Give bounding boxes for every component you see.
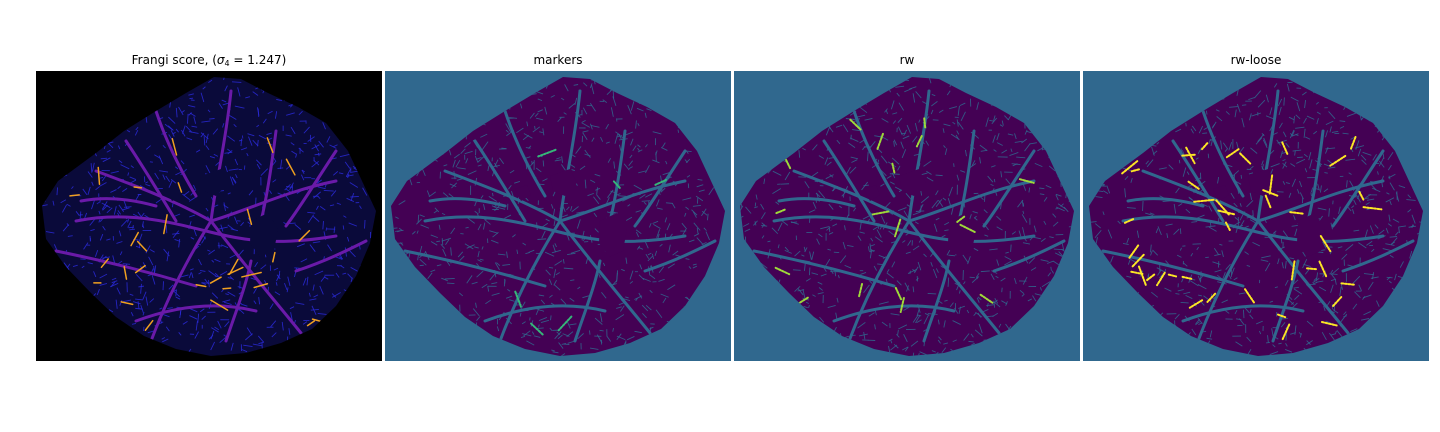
highlight-segments [514,148,667,336]
frangi-image [36,71,382,361]
panel-rw [734,71,1080,361]
disc-region [599,213,627,257]
markers-image [385,71,731,361]
rw-image [734,71,1080,361]
highlight-segments [774,117,1035,314]
sigma-subscript: 4 [224,59,230,68]
disc-region [201,169,228,196]
disc-region [864,185,880,201]
disc-region [250,213,278,257]
title-rest: = 1.247) [229,53,287,67]
disc-region [515,185,531,201]
fundus-region [1089,77,1423,356]
fundus-region [42,77,376,356]
disc-region [550,169,577,196]
rw-loose-image [1083,71,1429,361]
panel-title-rw-loose: rw-loose [1230,53,1282,67]
disc-region [1248,169,1275,196]
disc-region [166,185,182,201]
panel-markers [385,71,731,361]
panel-title-rw: rw [899,53,915,67]
panel-title-markers: markers [533,53,583,67]
panel-frangi [36,71,382,361]
fundus-region [391,77,725,356]
highlight-segments [69,137,333,331]
title-main: Frangi score, ( [131,53,217,67]
disc-region [899,169,926,196]
disc-region [1213,185,1229,201]
sigma-symbol: σ [216,53,225,67]
panel-rw-loose [1083,71,1429,361]
panel-title-frangi: Frangi score, (σ4 = 1.247) [36,52,382,72]
disc-region [1297,213,1325,257]
disc-region [948,213,976,257]
